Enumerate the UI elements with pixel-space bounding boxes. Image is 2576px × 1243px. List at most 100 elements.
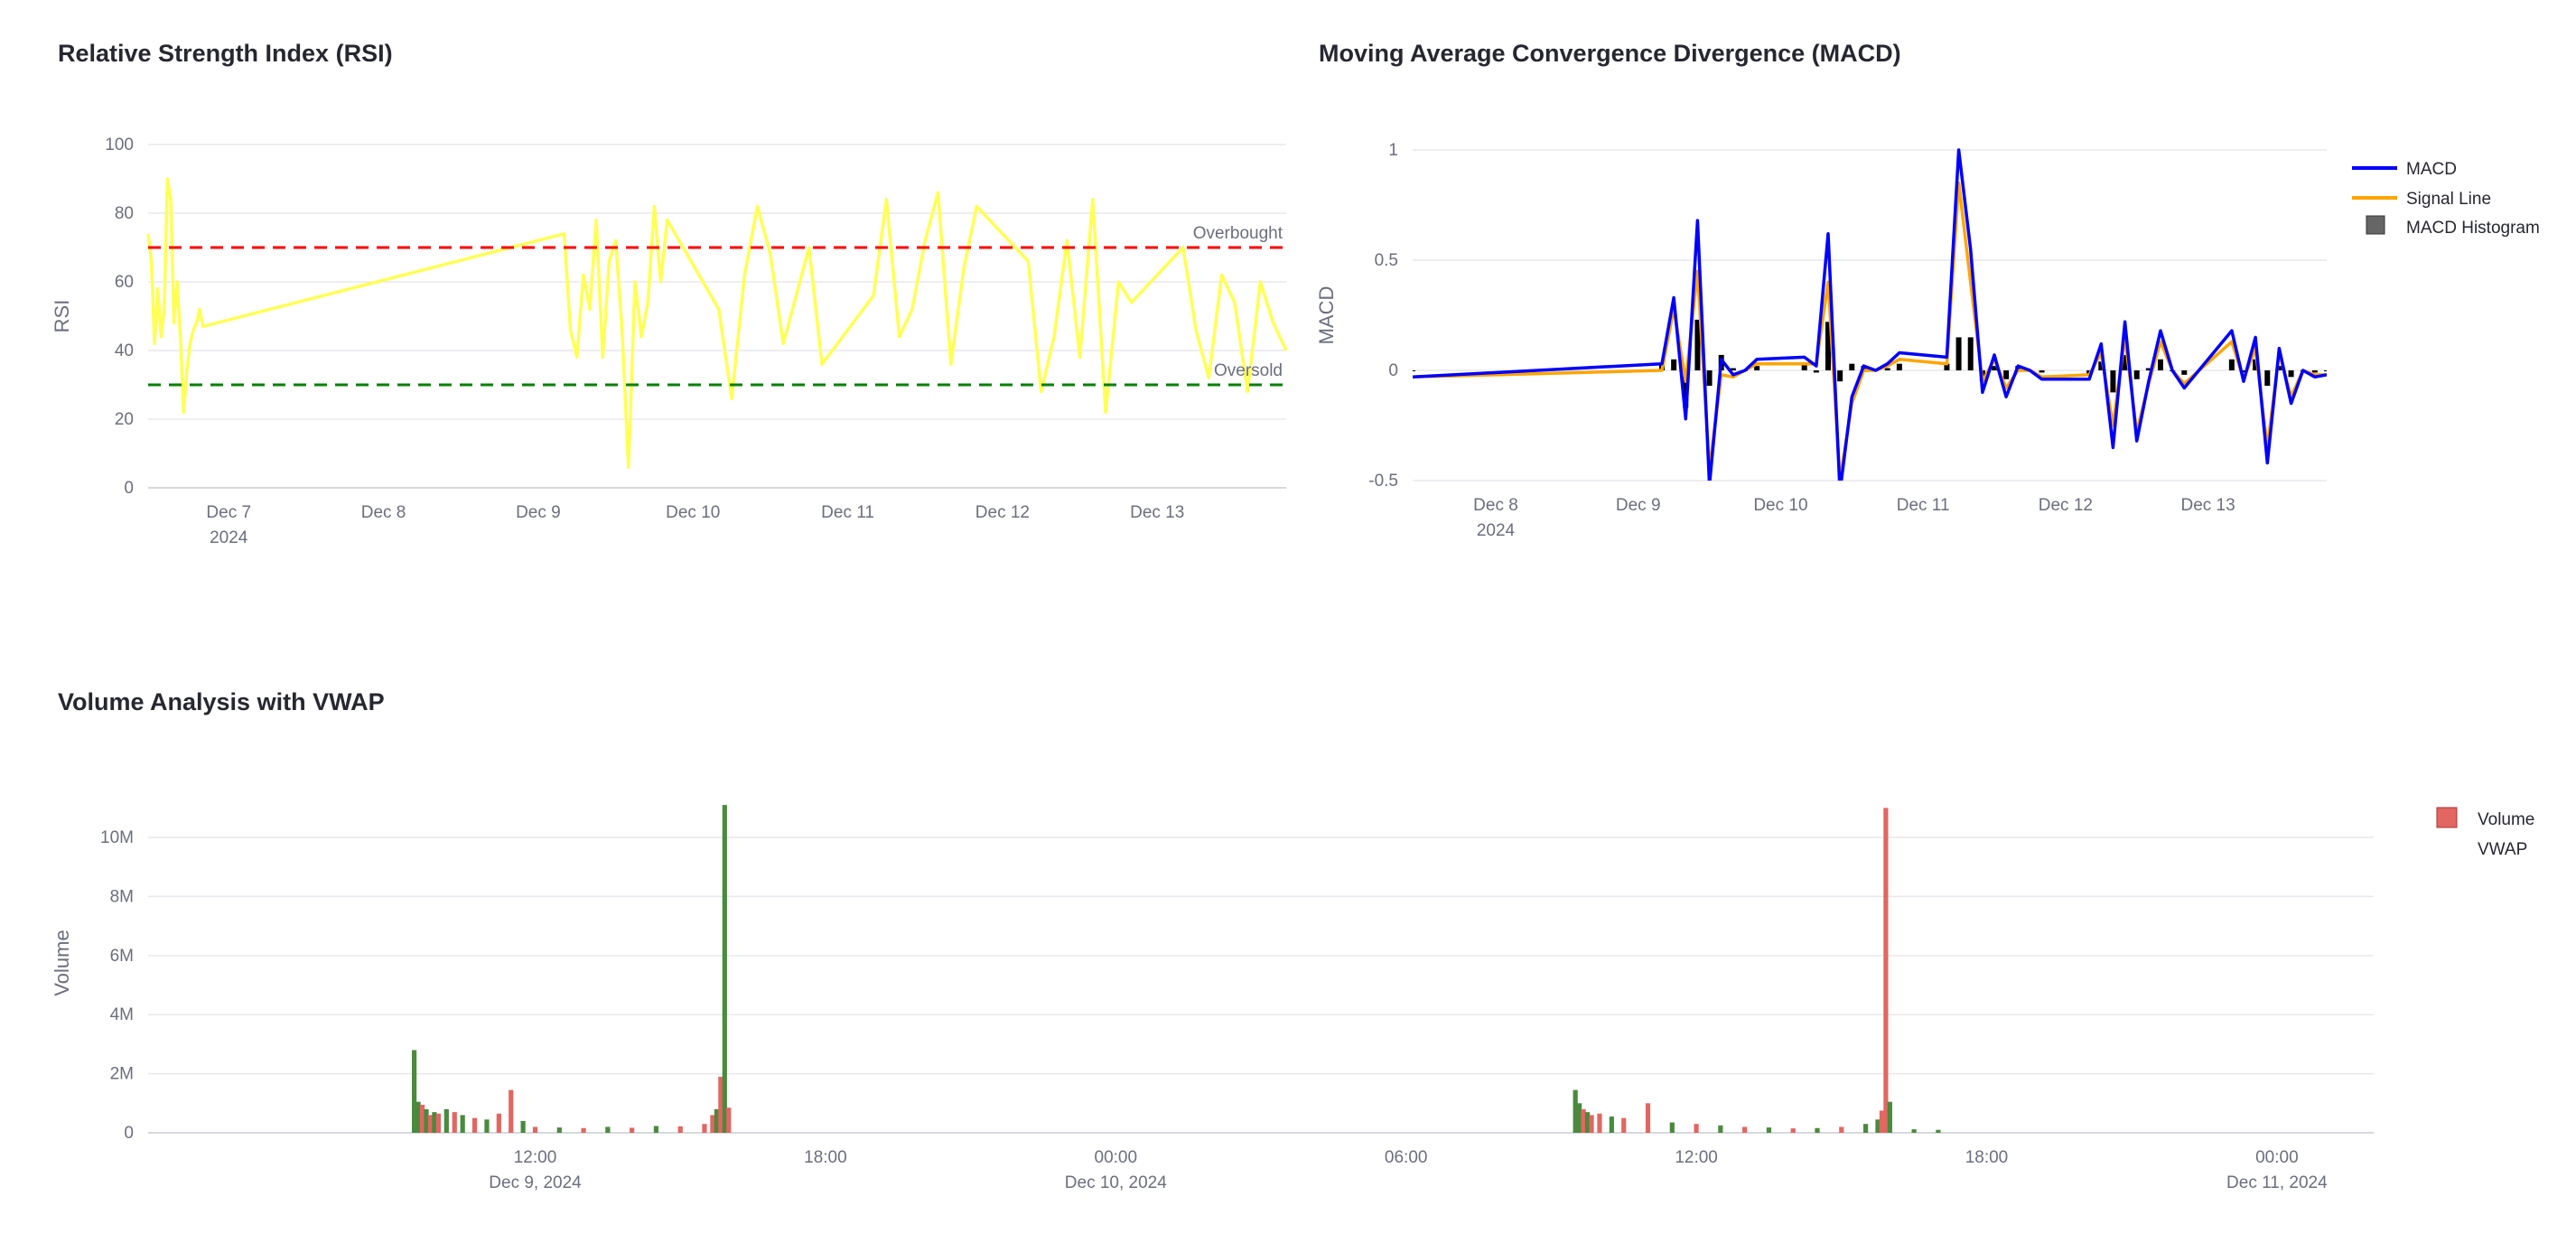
macd-histogram-bar bbox=[2039, 370, 2045, 373]
x-tick-label: Dec 8 bbox=[1473, 496, 1518, 515]
x-tick-label: Dec 9 bbox=[516, 503, 561, 522]
volume-bar bbox=[471, 1117, 478, 1133]
volume-bar bbox=[1766, 1127, 1772, 1133]
y-axis-title: MACD bbox=[1315, 286, 1338, 345]
macd-histogram-bar bbox=[1813, 370, 1819, 373]
volume-bar bbox=[630, 1127, 635, 1133]
volume-bar bbox=[1694, 1124, 1699, 1133]
y-tick-label: 0 bbox=[1388, 361, 1398, 380]
macd-plot-area bbox=[1413, 148, 2327, 481]
volume-bar bbox=[412, 1050, 417, 1133]
volume-bar bbox=[1839, 1126, 1844, 1133]
y-tick-label: 80 bbox=[115, 204, 134, 223]
y-axis-title: RSI bbox=[51, 300, 73, 333]
macd-histogram-bar bbox=[2003, 370, 2010, 379]
y-tick-label: -0.5 bbox=[1368, 472, 1398, 491]
macd-histogram-bar bbox=[2324, 370, 2327, 371]
x-tick-label: Dec 12 bbox=[2039, 496, 2093, 515]
legend-volume-swatch bbox=[2436, 807, 2458, 828]
volume-bar bbox=[432, 1112, 437, 1133]
volume-bar bbox=[605, 1126, 611, 1133]
macd-histogram-bar bbox=[1955, 337, 1962, 370]
x-tick-label: 18:00 bbox=[1965, 1148, 2009, 1167]
volume-bar bbox=[520, 1120, 526, 1133]
macd-histogram-bar bbox=[2158, 359, 2163, 370]
macd-histogram-bar bbox=[1944, 363, 1950, 370]
macd-histogram-bar bbox=[1992, 366, 1997, 370]
y-tick-label: 2M bbox=[110, 1065, 134, 1084]
macd-histogram-bar bbox=[1671, 359, 1677, 370]
macd-histogram-bar bbox=[2133, 370, 2140, 379]
x-tick-sublabel: Dec 11, 2024 bbox=[2226, 1173, 2328, 1192]
volume-bar bbox=[1742, 1126, 1748, 1133]
volume-bar bbox=[1879, 1110, 1885, 1133]
macd-histogram-bar bbox=[2228, 359, 2235, 370]
x-tick-sublabel: 2024 bbox=[210, 528, 248, 547]
macd-histogram-bar bbox=[2276, 366, 2282, 370]
y-tick-label: 20 bbox=[115, 410, 134, 429]
x-tick-sublabel: 2024 bbox=[1477, 521, 1516, 540]
y-tick-label: 60 bbox=[115, 273, 134, 292]
volume-bar bbox=[1790, 1128, 1796, 1133]
macd-histogram-bar bbox=[2098, 361, 2105, 370]
macd-histogram-bar bbox=[1884, 368, 1890, 370]
x-tick-label: 06:00 bbox=[1385, 1148, 1428, 1167]
volume-bar bbox=[484, 1119, 490, 1133]
y-axis-title: Volume bbox=[51, 930, 73, 995]
volume-bar bbox=[509, 1089, 514, 1133]
macd-histogram-bar bbox=[1837, 370, 1843, 382]
macd-histogram-bar bbox=[1413, 370, 1415, 371]
x-tick-sublabel: Dec 10, 2024 bbox=[1065, 1173, 1167, 1192]
macd-histogram-bar bbox=[2145, 368, 2151, 370]
y-tick-label: 0.5 bbox=[1375, 251, 1398, 270]
macd-histogram-bar bbox=[1730, 368, 1736, 370]
x-tick-label: Dec 8 bbox=[361, 503, 406, 522]
macd-histogram-bar bbox=[1849, 363, 1855, 370]
volume-bar bbox=[1589, 1115, 1594, 1133]
rsi-title: Relative Strength Index (RSI) bbox=[58, 40, 393, 67]
volume-bar bbox=[496, 1113, 501, 1133]
x-tick-label: 12:00 bbox=[1675, 1148, 1718, 1167]
volume-bar bbox=[419, 1104, 425, 1133]
y-tick-label: 0 bbox=[124, 479, 134, 498]
x-tick-label: Dec 9 bbox=[1616, 496, 1661, 515]
volume-bar bbox=[435, 1113, 441, 1133]
signal-line bbox=[1413, 181, 2327, 481]
volume-bar bbox=[1883, 808, 1889, 1133]
macd-title: Moving Average Convergence Divergence (M… bbox=[1319, 40, 1901, 67]
legend-volume-label: Volume bbox=[2478, 810, 2534, 829]
volume-bar bbox=[653, 1126, 659, 1133]
volume-bar bbox=[452, 1112, 457, 1133]
macd-histogram-bar bbox=[1706, 370, 1713, 387]
y-tick-label: 0 bbox=[124, 1124, 134, 1143]
legend-signal-label: Signal Line bbox=[2406, 190, 2491, 209]
volume-bar bbox=[532, 1126, 538, 1133]
volume-bar bbox=[710, 1115, 715, 1133]
x-tick-label: Dec 12 bbox=[975, 503, 1030, 522]
x-tick-label: Dec 11 bbox=[821, 503, 874, 522]
volume-bar bbox=[1584, 1112, 1591, 1133]
volume-bar bbox=[1887, 1101, 1892, 1133]
volume-bar bbox=[1573, 1089, 1578, 1133]
legend-macd-label: MACD bbox=[2406, 160, 2457, 179]
x-tick-label: 18:00 bbox=[804, 1148, 847, 1167]
volume-bar bbox=[718, 1076, 723, 1133]
y-tick-label: 4M bbox=[110, 1005, 134, 1024]
x-tick-label: 12:00 bbox=[514, 1148, 557, 1167]
volume-bar bbox=[1862, 1124, 1869, 1133]
volume-bar bbox=[714, 1108, 719, 1133]
y-tick-label: 6M bbox=[110, 947, 134, 966]
macd-histogram-bar bbox=[1967, 337, 1974, 370]
macd-histogram-bar bbox=[2311, 370, 2318, 373]
volume-bar bbox=[1815, 1127, 1820, 1133]
macd-line bbox=[1413, 148, 2327, 481]
volume-bar bbox=[443, 1108, 449, 1133]
macd-histogram-bar bbox=[1683, 370, 1689, 408]
volume-bar bbox=[1597, 1113, 1602, 1133]
macd-histogram-bar bbox=[1801, 363, 1807, 370]
y-tick-label: 10M bbox=[100, 828, 134, 847]
macd-histogram-bar bbox=[1825, 322, 1831, 370]
x-tick-label: Dec 10 bbox=[1753, 496, 1807, 515]
volume-bar bbox=[1718, 1125, 1723, 1133]
